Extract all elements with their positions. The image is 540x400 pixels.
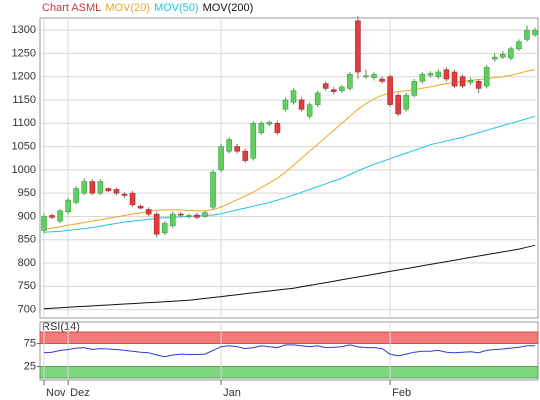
candle-body [234, 146, 240, 152]
y-tick-label: 900 [18, 210, 36, 222]
moving-average-line [43, 115, 536, 233]
candle-body [210, 171, 216, 208]
candle-body [459, 76, 466, 87]
rsi-tick-label: 25 [24, 360, 36, 372]
candle-body [161, 223, 168, 234]
candle-body [145, 209, 152, 215]
y-tick-label: 700 [18, 304, 36, 316]
candle-body [411, 81, 418, 96]
candle-body [186, 215, 192, 217]
candle-body [97, 181, 104, 194]
candle-body [282, 99, 289, 110]
legend-entry: MOV(20) [105, 2, 150, 14]
candle-body [314, 92, 321, 105]
candle-body [403, 95, 410, 110]
candle-body [516, 41, 522, 50]
candle-body [274, 122, 281, 133]
candle-body [475, 81, 482, 89]
candle-body [532, 29, 538, 36]
candle-body [49, 215, 55, 218]
candle-body [435, 71, 442, 77]
candle-body [226, 139, 232, 152]
candle-body [250, 122, 257, 159]
moving-average-line [43, 244, 536, 310]
candle-body [105, 188, 112, 192]
candle-body [306, 104, 313, 117]
chart-title: Chart ASML [42, 2, 101, 14]
x-tick-label: Feb [392, 387, 411, 399]
candle-body [363, 75, 369, 78]
rsi-tick-label: 75 [24, 337, 36, 349]
candle-body [508, 48, 514, 59]
rsi-line [43, 344, 535, 358]
y-tick-label: 1300 [12, 24, 36, 36]
y-tick-label: 1250 [12, 47, 36, 59]
candle-body [73, 188, 79, 203]
x-tick-label: Nov [46, 387, 66, 399]
candle-body [113, 189, 120, 194]
rsi-label: RSI(14) [42, 321, 80, 333]
candle-body [379, 78, 385, 82]
candle-body [178, 213, 184, 216]
legend: Chart ASML MOV(20) MOV(50) MOV(200) [42, 2, 253, 14]
candle-body [258, 122, 265, 133]
candle-body [65, 199, 71, 213]
candle-body [298, 99, 305, 110]
candle-body [218, 146, 224, 171]
y-tick-label: 1200 [12, 71, 36, 83]
candle-body [387, 76, 393, 105]
candle-body [467, 80, 474, 83]
candle-body [371, 74, 377, 78]
main-panel [39, 17, 539, 319]
candle-body [169, 213, 176, 227]
candle-body [242, 150, 249, 161]
y-tick-label: 850 [18, 234, 36, 246]
y-tick-label: 950 [18, 187, 36, 199]
candle-body [41, 216, 47, 231]
y-tick-label: 750 [18, 280, 36, 292]
overbought-band [39, 331, 539, 344]
candle-body [266, 122, 273, 125]
candle-body [491, 56, 498, 60]
candle-body [290, 90, 297, 103]
candle-body [129, 192, 136, 206]
candle-body [427, 73, 434, 76]
y-tick-label: 1150 [12, 94, 36, 106]
candle-body [483, 67, 490, 87]
y-tick-label: 1100 [12, 117, 36, 129]
candle-body [339, 86, 345, 91]
candle-body [347, 74, 353, 89]
candle-body [355, 20, 361, 73]
x-tick-label: Jan [223, 387, 241, 399]
y-tick-label: 1000 [12, 164, 36, 176]
candle-body [81, 181, 88, 194]
candle-body [57, 210, 63, 222]
candle-body [395, 95, 401, 115]
candle-body [419, 74, 426, 82]
candle-body [500, 54, 506, 58]
y-tick-label: 1050 [12, 140, 36, 152]
oversold-band [39, 366, 539, 379]
x-tick-label: Dez [70, 387, 90, 399]
candle-body [153, 213, 160, 235]
candle-body [121, 193, 128, 196]
candle-body [89, 181, 96, 194]
legend-entry: MOV(50) [154, 2, 199, 14]
legend-entry: MOV(200) [203, 2, 254, 14]
candle-body [524, 29, 530, 40]
candle-body [330, 89, 337, 92]
candle-body [451, 71, 458, 87]
candle-body [194, 214, 200, 218]
y-tick-label: 800 [18, 257, 36, 269]
candle-body [137, 205, 144, 209]
candle-body [202, 212, 208, 217]
candle-body [443, 69, 450, 80]
candle-body [322, 83, 329, 89]
